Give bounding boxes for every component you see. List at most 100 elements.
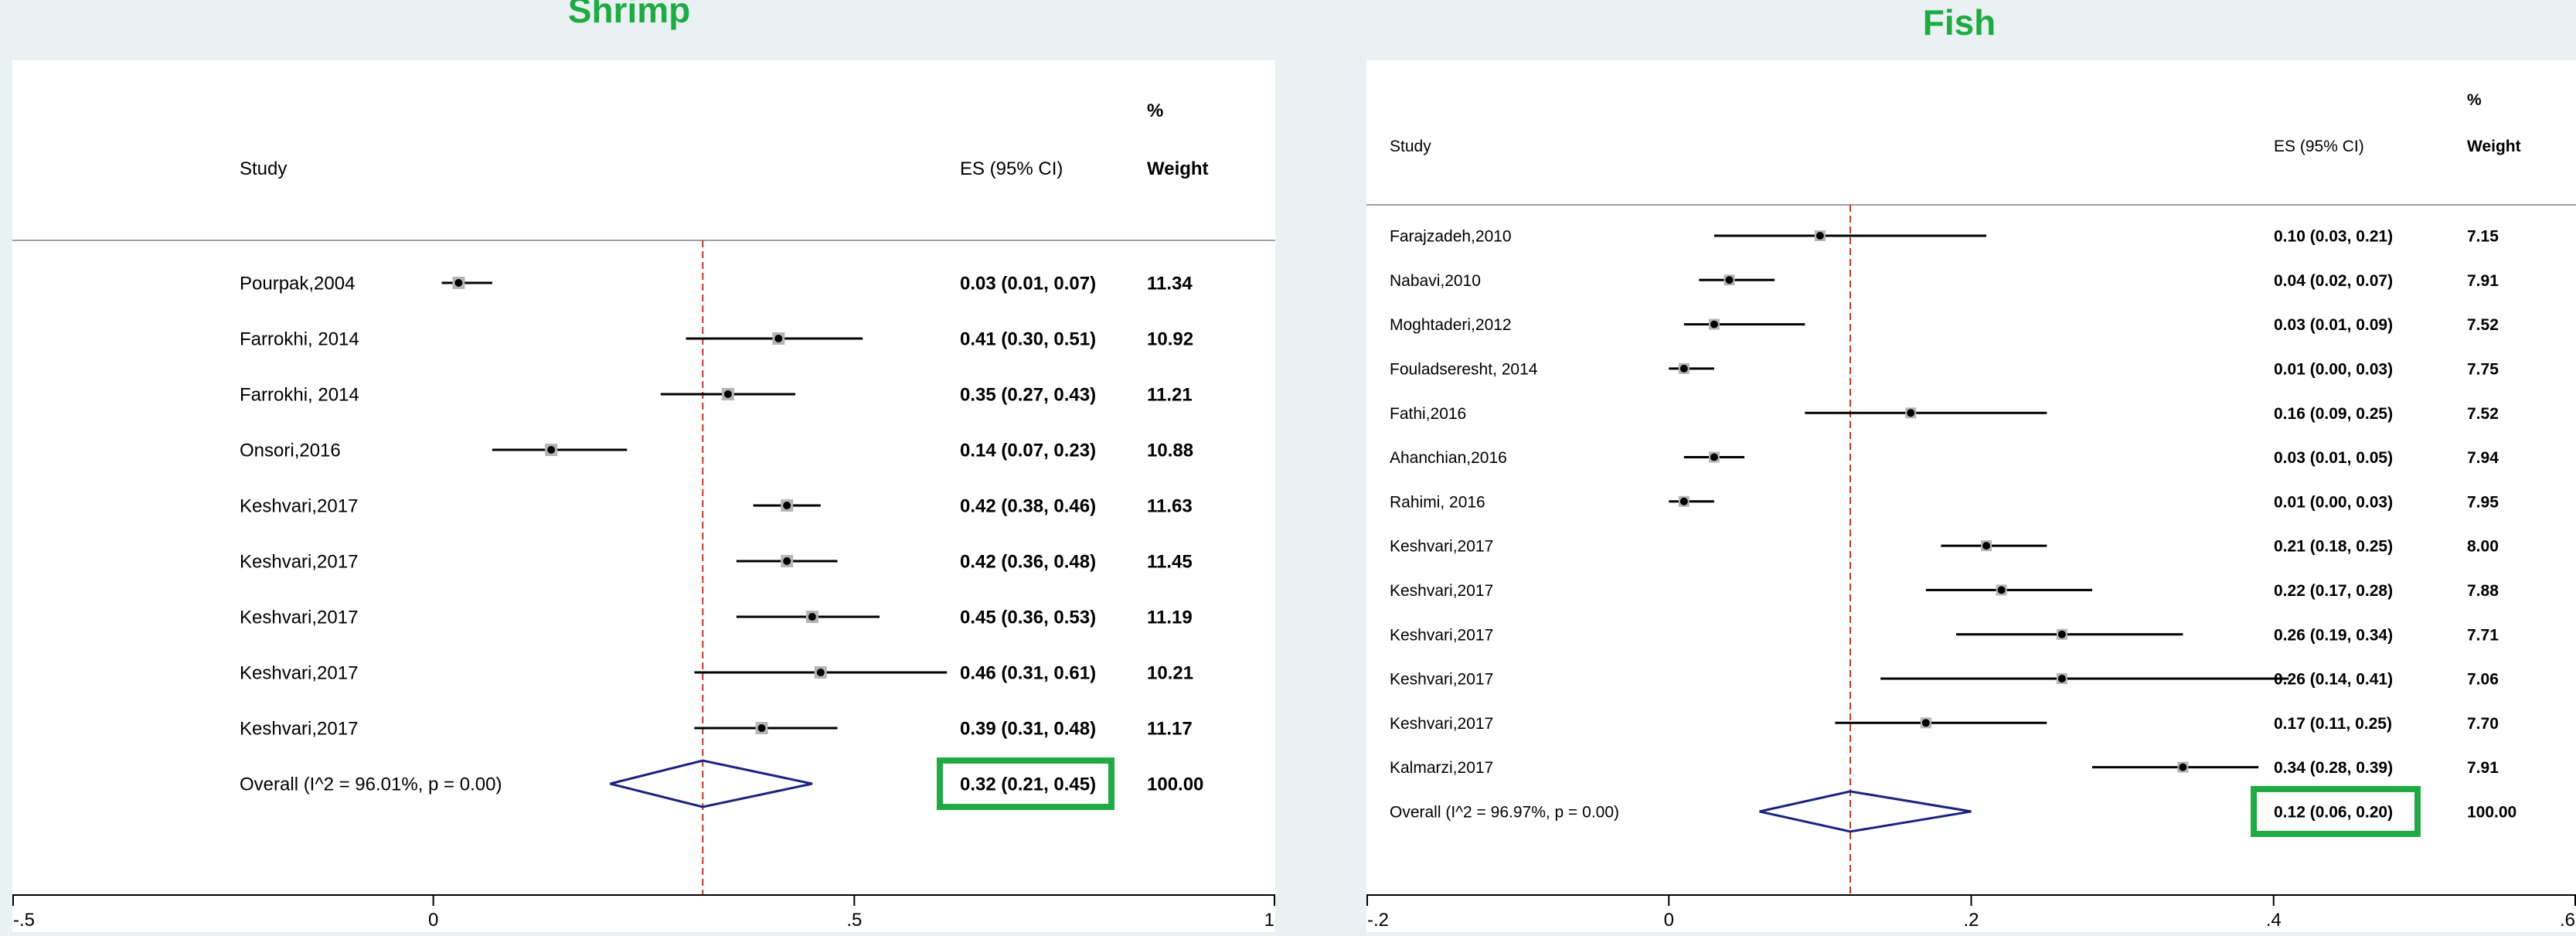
- fish-es-value: 0.22 (0.17, 0.28): [2274, 582, 2393, 600]
- shrimp-study-label: Keshvari,2017: [240, 608, 358, 628]
- shrimp-point-estimate: [757, 724, 766, 732]
- fish-x-tick-label: 0: [1664, 910, 1674, 931]
- fish-es-value: 0.26 (0.14, 0.41): [2274, 671, 2393, 689]
- fish-study-label: Ahanchian,2016: [1390, 449, 1507, 467]
- shrimp-header-study: Study: [240, 158, 287, 179]
- fish-point-estimate: [1921, 719, 1930, 727]
- shrimp-header-weight: Weight: [1147, 158, 1209, 179]
- shrimp-overall-highlight-box: [937, 757, 1114, 810]
- fish-weight-value: 7.94: [2467, 449, 2499, 467]
- shrimp-study-label: Farrokhi, 2014: [240, 329, 359, 350]
- fish-x-tick-label: .6: [2560, 910, 2575, 931]
- shrimp-es-value: 0.03 (0.01, 0.07): [960, 274, 1096, 294]
- shrimp-weight-value: 10.21: [1147, 663, 1193, 684]
- shrimp-study-label: Farrokhi, 2014: [240, 385, 359, 406]
- fish-es-value: 0.34 (0.28, 0.39): [2274, 759, 2393, 777]
- fish-header-es: ES (95% CI): [2274, 138, 2364, 155]
- fish-study-label: Rahimi, 2016: [1390, 493, 1485, 511]
- fish-point-estimate: [1679, 497, 1688, 505]
- shrimp-es-value: 0.14 (0.07, 0.23): [960, 441, 1096, 461]
- fish-study-label: Farajzadeh,2010: [1390, 228, 1512, 246]
- shrimp-point-estimate: [816, 669, 825, 676]
- shrimp-point-estimate: [723, 390, 732, 398]
- shrimp-es-value: 0.46 (0.31, 0.61): [960, 663, 1096, 684]
- fish-weight-value: 7.70: [2467, 715, 2499, 733]
- shrimp-point-estimate: [547, 446, 556, 454]
- fish-study-label: Kalmarzi,2017: [1390, 759, 1493, 777]
- fish-weight-value: 7.91: [2467, 759, 2499, 777]
- shrimp-header-weight-percent: %: [1147, 100, 1163, 121]
- shrimp-study-label: Onsori,2016: [240, 441, 341, 461]
- fish-header-study: Study: [1390, 138, 1431, 155]
- fish-point-estimate: [1710, 320, 1718, 328]
- fish-es-value: 0.04 (0.02, 0.07): [2274, 272, 2393, 290]
- fish-es-value: 0.01 (0.00, 0.03): [2274, 493, 2393, 511]
- fish-point-estimate: [1907, 409, 1915, 417]
- shrimp-es-value: 0.39 (0.31, 0.48): [960, 719, 1096, 740]
- fish-es-value: 0.03 (0.01, 0.09): [2274, 316, 2393, 334]
- shrimp-overall-es-value: 0.32 (0.21, 0.45): [960, 774, 1096, 795]
- fish-weight-value: 7.15: [2467, 228, 2499, 246]
- fish-weight-value: 7.88: [2467, 582, 2499, 600]
- fish-x-tick-label: -.2: [1367, 910, 1389, 931]
- fish-point-estimate: [1710, 453, 1718, 461]
- fish-weight-value: 8.00: [2467, 538, 2499, 556]
- fish-point-estimate: [2179, 763, 2187, 771]
- fish-weight-value: 7.52: [2467, 405, 2499, 423]
- fish-es-value: 0.01 (0.00, 0.03): [2274, 360, 2393, 378]
- fish-overall-highlight-box: [2251, 785, 2421, 837]
- fish-point-estimate: [1982, 542, 1991, 550]
- fish-overall-weight-value: 100.00: [2467, 803, 2516, 821]
- shrimp-overall-diamond: [610, 759, 813, 808]
- shrimp-x-tick-label: -.5: [13, 910, 35, 931]
- shrimp-es-value: 0.41 (0.30, 0.51): [960, 329, 1096, 350]
- fish-study-label: Keshvari,2017: [1390, 626, 1493, 644]
- fish-point-estimate: [1997, 586, 2006, 594]
- shrimp-weight-value: 10.88: [1147, 441, 1193, 461]
- shrimp-weight-value: 11.34: [1147, 274, 1193, 294]
- fish-point-estimate: [2057, 630, 2066, 638]
- fish-es-value: 0.17 (0.11, 0.25): [2274, 715, 2392, 733]
- shrimp-x-tick-label: .5: [846, 910, 862, 931]
- fish-weight-value: 7.95: [2467, 493, 2499, 511]
- fish-panel-title: Fish: [1922, 2, 1996, 43]
- fish-study-label: Fathi,2016: [1390, 405, 1466, 423]
- fish-study-label: Keshvari,2017: [1390, 671, 1493, 689]
- shrimp-study-label: Pourpak,2004: [240, 274, 355, 294]
- shrimp-point-estimate: [783, 557, 791, 565]
- fish-forest-plot-panel: Study ES (95% CI)% Weight Farajzadeh,2010 0.…: [1366, 60, 2576, 932]
- fish-x-tick-label: .4: [2266, 910, 2282, 931]
- shrimp-weight-value: 11.19: [1147, 608, 1193, 628]
- shrimp-point-estimate: [783, 502, 791, 509]
- shrimp-study-label: Keshvari,2017: [240, 663, 358, 684]
- shrimp-study-label: Keshvari,2017: [240, 719, 358, 740]
- shrimp-x-tick-label: 1: [1264, 910, 1274, 931]
- fish-study-label: Keshvari,2017: [1390, 538, 1493, 556]
- shrimp-es-value: 0.42 (0.38, 0.46): [960, 496, 1096, 517]
- fish-weight-value: 7.71: [2467, 626, 2499, 644]
- fish-study-label: Keshvari,2017: [1390, 582, 1493, 600]
- shrimp-es-value: 0.42 (0.36, 0.48): [960, 552, 1096, 573]
- fish-es-value: 0.10 (0.03, 0.21): [2274, 228, 2393, 246]
- shrimp-panel-title: Shrimp: [567, 0, 691, 30]
- shrimp-point-estimate: [774, 335, 783, 342]
- fish-es-value: 0.21 (0.18, 0.25): [2274, 538, 2393, 556]
- fish-study-label: Fouladseresht, 2014: [1390, 360, 1538, 378]
- fish-study-label: Keshvari,2017: [1390, 715, 1493, 733]
- shrimp-study-label: Keshvari,2017: [240, 552, 358, 573]
- shrimp-weight-value: 11.63: [1147, 496, 1193, 517]
- shrimp-x-tick-label: 0: [428, 910, 438, 931]
- shrimp-study-label: Keshvari,2017: [240, 496, 358, 517]
- shrimp-weight-value: 11.21: [1147, 385, 1193, 406]
- shrimp-weight-value: 10.92: [1147, 329, 1193, 350]
- shrimp-es-value: 0.45 (0.36, 0.53): [960, 608, 1096, 628]
- fish-point-estimate: [1679, 364, 1688, 373]
- fish-point-estimate: [2057, 675, 2066, 682]
- fish-point-estimate: [1725, 276, 1734, 284]
- fish-study-label: Moghtaderi,2012: [1390, 316, 1512, 334]
- fish-forest-plot: Study ES (95% CI)% Weight Farajzadeh,2010 0.…: [1366, 91, 2576, 931]
- fish-es-value: 0.03 (0.01, 0.05): [2274, 449, 2393, 467]
- shrimp-overall-label: Overall (I^2 = 96.01%, p = 0.00): [240, 774, 502, 795]
- fish-x-tick-label: .2: [1963, 910, 1979, 931]
- fish-overall-diamond: [1759, 790, 1972, 833]
